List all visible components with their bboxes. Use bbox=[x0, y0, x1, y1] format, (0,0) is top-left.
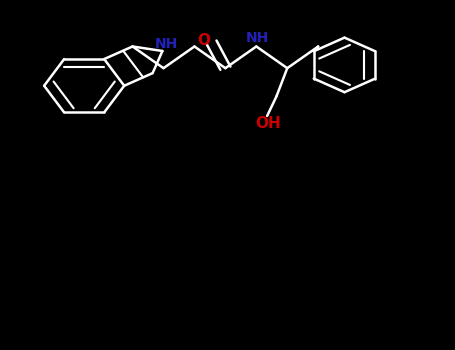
Text: OH: OH bbox=[255, 116, 281, 131]
Text: NH: NH bbox=[154, 37, 178, 51]
Text: NH: NH bbox=[246, 31, 269, 45]
Text: O: O bbox=[197, 33, 210, 48]
